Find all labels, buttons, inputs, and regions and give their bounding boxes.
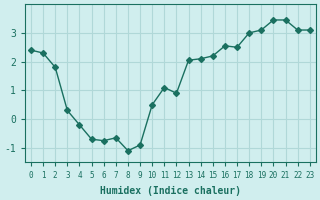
X-axis label: Humidex (Indice chaleur): Humidex (Indice chaleur) — [100, 186, 241, 196]
